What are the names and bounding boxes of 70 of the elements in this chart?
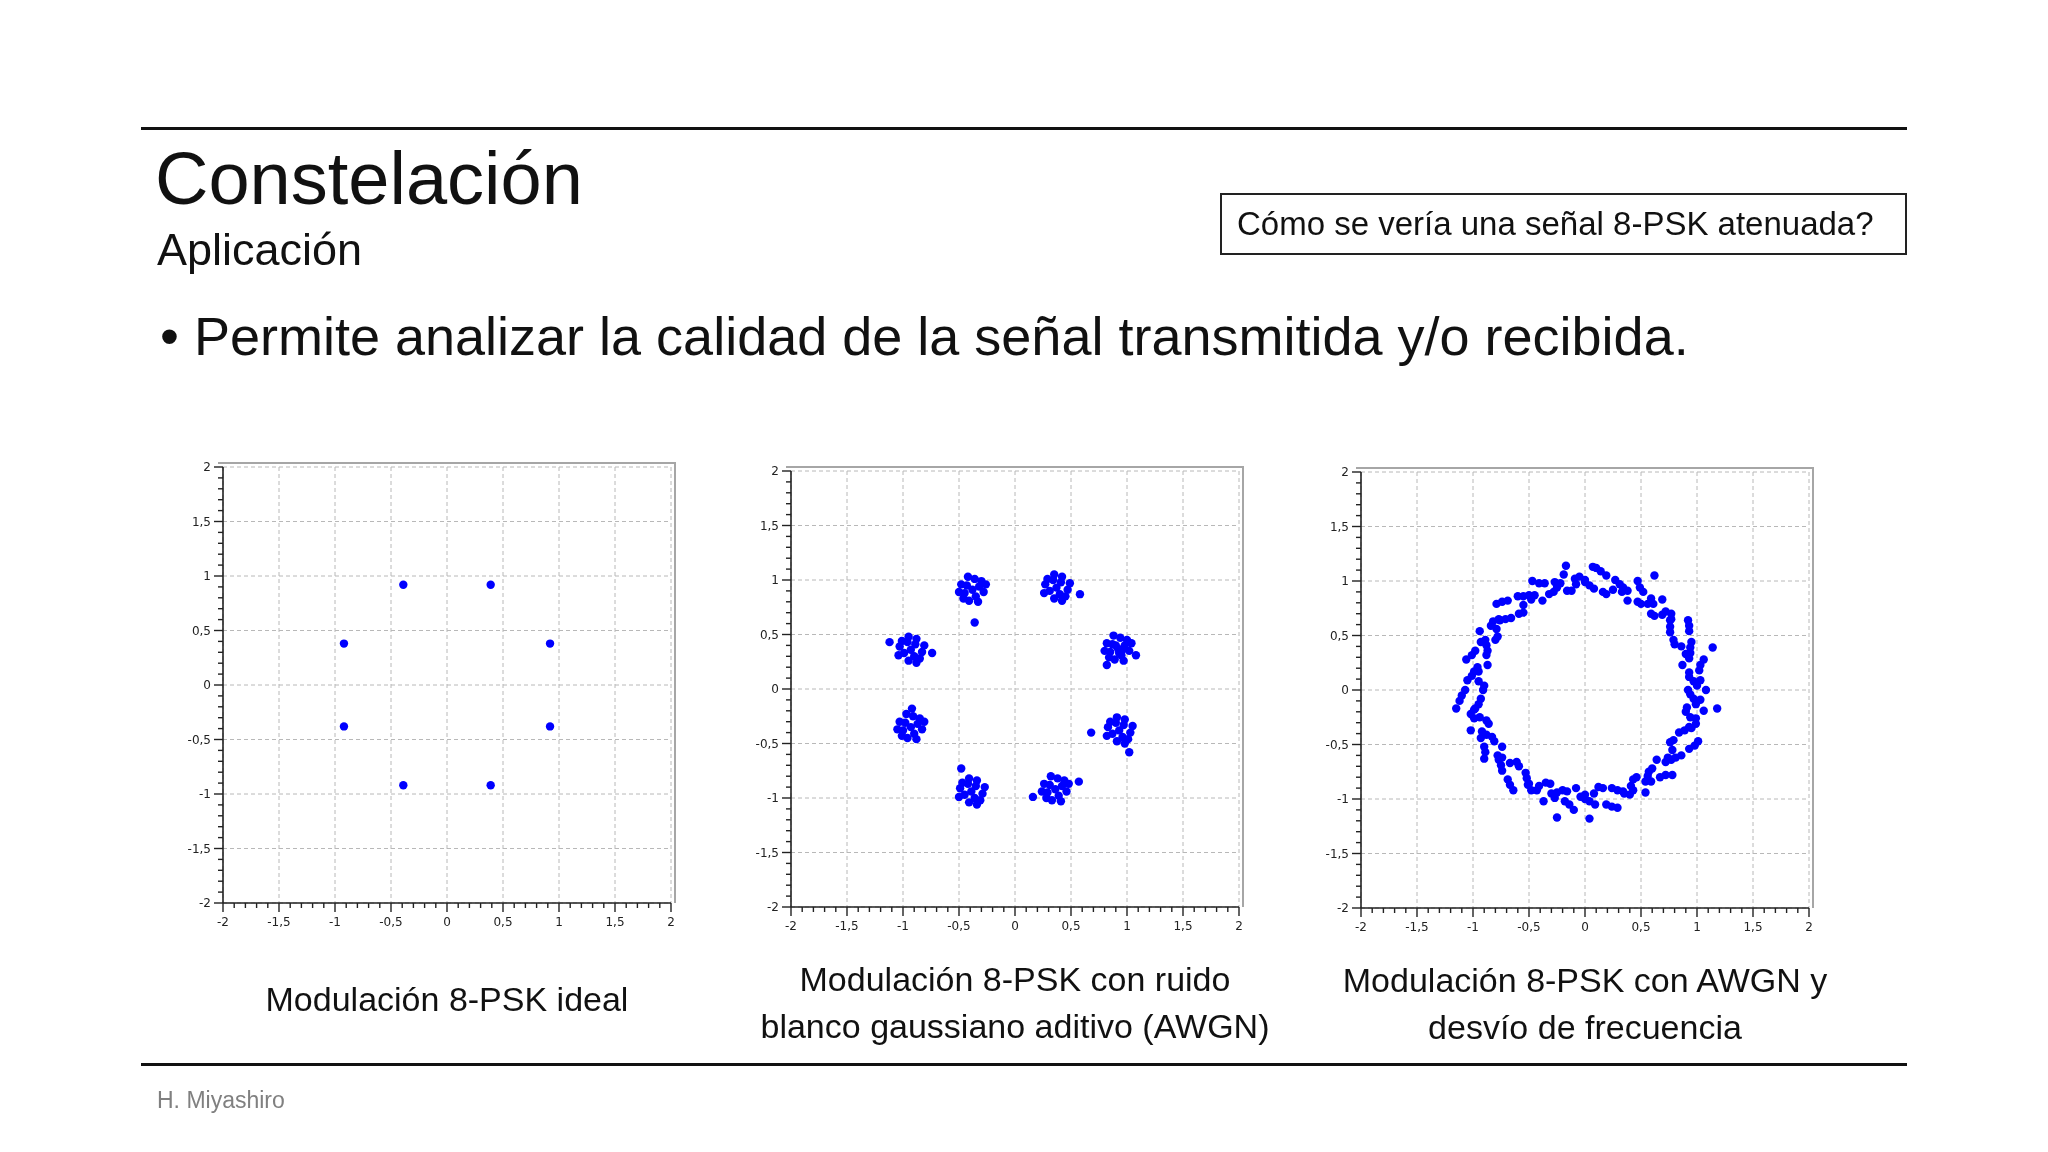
text: Aplicación xyxy=(157,224,363,275)
text: Modulación 8-PSK ideal xyxy=(265,978,629,1020)
x-tick-label: -1 xyxy=(329,915,341,929)
x-tick-label: -1,5 xyxy=(835,919,859,933)
text: Constelación xyxy=(155,137,583,220)
y-tick-label: -1 xyxy=(1337,792,1349,806)
y-tick-label: -0,5 xyxy=(755,736,779,751)
y-tick-label: 1,5 xyxy=(1329,519,1349,534)
y-tick-label: 0,5 xyxy=(1329,628,1349,643)
y-tick-label: 1,5 xyxy=(191,514,211,529)
x-tick-label: -0,5 xyxy=(947,919,971,933)
x-tick-label: -1 xyxy=(897,919,909,933)
y-tick-label: 1 xyxy=(1341,574,1349,588)
y-tick-label: -2 xyxy=(1337,901,1349,915)
y-tick-label: 1 xyxy=(203,569,211,583)
x-tick-label: 2 xyxy=(1805,920,1813,934)
y-tick-label: -1 xyxy=(767,791,779,805)
y-tick-label: 1 xyxy=(771,573,779,587)
y-tick-label: 0,5 xyxy=(191,623,211,638)
text: H. Miyashiro xyxy=(157,1086,285,1115)
x-tick-label: 1 xyxy=(1693,920,1701,934)
x-tick-label: 0 xyxy=(1011,919,1019,933)
x-tick-label: -2 xyxy=(1355,920,1367,934)
x-tick-label: -2 xyxy=(785,919,797,933)
y-tick-label: 2 xyxy=(1341,465,1349,479)
text: Modulación 8-PSK con ruido blanco gaussiano aditivo (AWGN) xyxy=(759,959,1271,1047)
y-tick-label: -0,5 xyxy=(187,732,211,747)
x-tick-label: 1,5 xyxy=(1173,919,1193,933)
y-tick-label: 1,5 xyxy=(759,518,779,533)
y-tick-label: -1,5 xyxy=(1325,846,1349,861)
y-tick-label: 2 xyxy=(203,460,211,474)
y-tick-label: 0 xyxy=(203,678,211,692)
point xyxy=(545,639,555,648)
x-tick-label: -2 xyxy=(217,915,229,929)
point xyxy=(486,580,495,589)
text: Modulación 8-PSK con AWGN y desvío de frecuencia xyxy=(1341,960,1829,1048)
x-tick-label: 2 xyxy=(667,915,675,929)
x-tick-label: -1,5 xyxy=(1405,920,1429,934)
y-tick-label: -2 xyxy=(767,900,779,914)
x-tick-label: 1 xyxy=(555,915,563,929)
point xyxy=(339,722,349,731)
x-tick-label: 0 xyxy=(1581,920,1589,934)
point xyxy=(486,781,495,790)
x-tick-label: 0,5 xyxy=(1061,919,1081,933)
x-tick-label: 1,5 xyxy=(1743,920,1763,934)
y-tick-label: -2 xyxy=(199,896,211,910)
point xyxy=(399,580,408,589)
x-tick-label: 0,5 xyxy=(493,915,513,929)
text: Cómo se vería una señal 8-PSK atenuada? xyxy=(1237,204,1874,244)
y-tick-label: 0 xyxy=(1341,683,1349,697)
x-tick-label: -1 xyxy=(1467,920,1479,934)
x-tick-label: 2 xyxy=(1235,919,1243,933)
y-tick-label: 2 xyxy=(771,464,779,478)
x-tick-label: 1 xyxy=(1123,919,1131,933)
y-tick-label: -1,5 xyxy=(755,845,779,860)
x-tick-label: -1,5 xyxy=(267,915,291,929)
point xyxy=(399,781,408,790)
point xyxy=(545,722,555,731)
x-tick-label: -0,5 xyxy=(1517,920,1541,934)
x-tick-label: 0 xyxy=(443,915,451,929)
y-tick-label: -1,5 xyxy=(187,841,211,856)
x-tick-label: 1,5 xyxy=(605,915,625,929)
text: • Permite analizar la calidad de la señal transmitida y/o recibida. xyxy=(160,305,1689,368)
x-tick-label: -0,5 xyxy=(379,915,403,929)
point xyxy=(339,639,349,648)
y-tick-label: -0,5 xyxy=(1325,737,1349,752)
y-tick-label: 0 xyxy=(771,682,779,696)
y-tick-label: -1 xyxy=(199,787,211,801)
x-tick-label: 0,5 xyxy=(1631,920,1651,934)
y-tick-label: 0,5 xyxy=(759,627,779,642)
